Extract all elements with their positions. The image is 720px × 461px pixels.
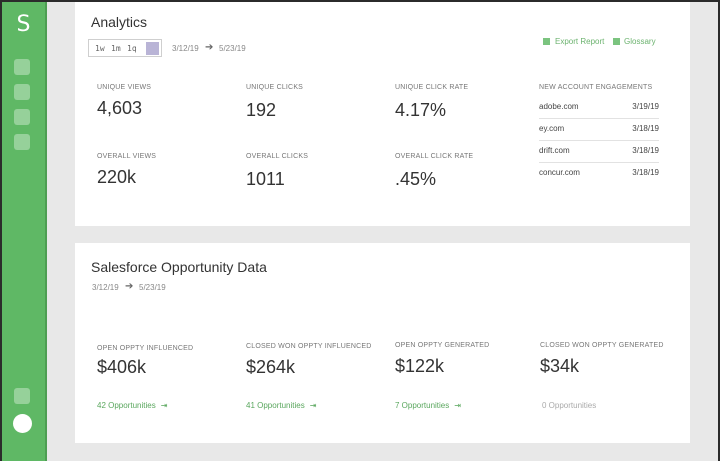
engagement-domain: concur.com xyxy=(539,168,580,177)
date-start: 3/12/19 xyxy=(172,44,199,53)
link-arrow-icon: ⇥ xyxy=(454,401,461,410)
frame-top xyxy=(0,0,720,2)
oppty-value: $406k xyxy=(97,357,147,377)
date-start: 3/12/19 xyxy=(92,283,119,292)
metric-label: UNIQUE VIEWS xyxy=(97,84,152,91)
salesforce-title: Salesforce Opportunity Data xyxy=(91,259,267,275)
opportunities-link[interactable]: 7 Opportunities ⇥ xyxy=(395,401,461,410)
range-1w-button[interactable]: 1w xyxy=(95,44,105,53)
opportunities-link[interactable]: 0 Opportunities xyxy=(542,401,601,410)
analytics-title: Analytics xyxy=(91,14,148,30)
engagement-row[interactable]: adobe.com 3/19/19 xyxy=(539,98,659,119)
link-arrow-icon: ⇥ xyxy=(160,401,168,410)
opportunities-link[interactable]: 41 Opportunities ⇥ xyxy=(246,401,316,410)
engagement-date: 3/19/19 xyxy=(632,102,659,111)
range-custom-button[interactable] xyxy=(146,42,159,55)
metric-label: OVERALL CLICKS xyxy=(246,153,309,160)
opportunities-link-label: 7 Opportunities xyxy=(395,401,450,410)
range-1m-button[interactable]: 1m xyxy=(111,44,121,53)
engagement-row[interactable]: ey.com 3/18/19 xyxy=(539,120,659,141)
sidebar-nav-item-2[interactable] xyxy=(14,84,30,100)
export-icon xyxy=(543,38,550,45)
glossary-link[interactable]: Glossary xyxy=(624,37,656,46)
opportunities-link-label: 0 Opportunities xyxy=(542,401,597,410)
metric-value: 4,603 xyxy=(97,98,143,118)
metric-label: UNIQUE CLICK RATE xyxy=(395,84,469,91)
engagement-domain: ey.com xyxy=(539,124,565,133)
engagement-date: 3/18/19 xyxy=(632,168,659,177)
arrow-right-icon: ➔ xyxy=(205,42,214,53)
engagement-domain: adobe.com xyxy=(539,102,579,111)
oppty-label: OPEN OPPTY INFLUENCED xyxy=(97,345,194,352)
metric-value: 192 xyxy=(246,100,277,120)
metric-value: 1011 xyxy=(246,169,285,189)
oppty-label: CLOSED WON OPPTY GENERATED xyxy=(540,342,664,349)
oppty-label: OPEN OPPTY GENERATED xyxy=(395,342,490,349)
logo-icon[interactable]: S xyxy=(16,12,31,37)
frame-left xyxy=(0,0,2,461)
frame-right xyxy=(718,0,720,461)
range-selector: 1w 1m 1q xyxy=(88,39,162,57)
salesforce-card: Salesforce Opportunity Data 3/12/19 ➔ 5/… xyxy=(75,243,690,443)
engagement-date: 3/18/19 xyxy=(632,146,659,155)
engagement-domain: drift.com xyxy=(539,146,570,155)
oppty-value: $34k xyxy=(540,356,580,376)
engagement-row[interactable]: concur.com 3/18/19 xyxy=(539,164,659,184)
sidebar-nav-item-4[interactable] xyxy=(14,134,30,150)
opportunities-link[interactable]: 42 Opportunities ⇥ xyxy=(97,401,167,410)
metric-value: 220k xyxy=(97,167,137,187)
opportunities-link-label: 41 Opportunities xyxy=(246,401,305,410)
glossary-icon xyxy=(613,38,620,45)
analytics-card: Analytics 1w 1m 1q 3/12/19 ➔ 5/23/19 Exp… xyxy=(75,2,690,226)
sidebar: S xyxy=(2,2,47,461)
metric-value: 4.17% xyxy=(395,100,447,120)
sidebar-nav-item-1[interactable] xyxy=(14,59,30,75)
range-1q-button[interactable]: 1q xyxy=(127,44,137,53)
sidebar-nav-item-3[interactable] xyxy=(14,109,30,125)
sidebar-nav-item-bottom[interactable] xyxy=(14,388,30,404)
engagement-date: 3/18/19 xyxy=(632,124,659,133)
metric-label: OVERALL CLICK RATE xyxy=(395,153,474,160)
arrow-right-icon: ➔ xyxy=(125,281,134,292)
metric-label: UNIQUE CLICKS xyxy=(246,84,304,91)
oppty-value: $122k xyxy=(395,356,445,376)
opportunities-link-label: 42 Opportunities xyxy=(97,401,156,410)
date-end: 5/23/19 xyxy=(219,44,246,53)
oppty-label: CLOSED WON OPPTY INFLUENCED xyxy=(246,343,372,350)
export-report-link[interactable]: Export Report xyxy=(555,37,605,46)
date-end: 5/23/19 xyxy=(139,283,166,292)
engagements-title: NEW ACCOUNT ENGAGEMENTS xyxy=(539,84,653,91)
oppty-value: $264k xyxy=(246,357,296,377)
link-arrow-icon: ⇥ xyxy=(309,401,317,410)
metric-label: OVERALL VIEWS xyxy=(97,153,157,160)
engagement-row[interactable]: drift.com 3/18/19 xyxy=(539,142,659,163)
user-avatar[interactable] xyxy=(13,414,32,433)
metric-value: .45% xyxy=(395,169,437,189)
